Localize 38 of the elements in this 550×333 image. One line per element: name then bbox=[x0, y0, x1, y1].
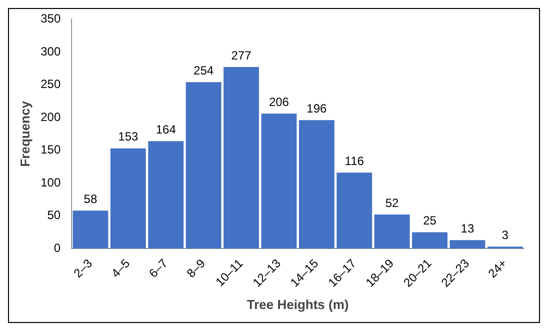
data-label: 3 bbox=[502, 228, 509, 242]
x-axis-title: Tree Heights (m) bbox=[246, 296, 349, 312]
data-label: 277 bbox=[231, 48, 252, 62]
x-tick-label: 8–9 bbox=[184, 256, 208, 280]
y-tick-label: 0 bbox=[54, 240, 61, 255]
data-label: 206 bbox=[268, 94, 290, 109]
data-label: 164 bbox=[156, 122, 176, 136]
bar bbox=[261, 114, 297, 249]
x-tick-label: 2–3 bbox=[70, 256, 96, 280]
bar bbox=[224, 67, 259, 249]
data-label: 52 bbox=[385, 196, 400, 210]
bar bbox=[186, 82, 222, 249]
y-tick-label: 250 bbox=[40, 77, 61, 92]
y-tick-label: 50 bbox=[47, 208, 61, 222]
y-tick-label: 350 bbox=[40, 12, 61, 26]
x-tick-label: 6–7 bbox=[146, 256, 171, 280]
bar bbox=[412, 232, 448, 249]
bar bbox=[298, 120, 334, 249]
data-label: 13 bbox=[460, 221, 474, 236]
data-label: 254 bbox=[194, 63, 214, 78]
data-label: 25 bbox=[423, 214, 437, 228]
bar bbox=[72, 210, 108, 249]
y-tick-label: 150 bbox=[40, 142, 61, 157]
bar bbox=[148, 141, 184, 249]
x-tick-label: 24+ bbox=[485, 256, 510, 281]
x-tick-label: 4–5 bbox=[108, 256, 133, 280]
bar bbox=[336, 172, 372, 249]
data-label: 196 bbox=[306, 101, 327, 116]
y-tick-label: 100 bbox=[40, 175, 61, 190]
y-tick-label: 200 bbox=[40, 110, 61, 124]
bar bbox=[374, 214, 410, 249]
data-label: 153 bbox=[118, 130, 138, 144]
data-label: 116 bbox=[344, 154, 364, 168]
bar bbox=[110, 148, 146, 249]
y-tick-label: 300 bbox=[40, 44, 61, 58]
data-label: 58 bbox=[84, 192, 98, 206]
bar bbox=[450, 240, 486, 249]
y-axis-title: Frequency bbox=[17, 100, 32, 167]
